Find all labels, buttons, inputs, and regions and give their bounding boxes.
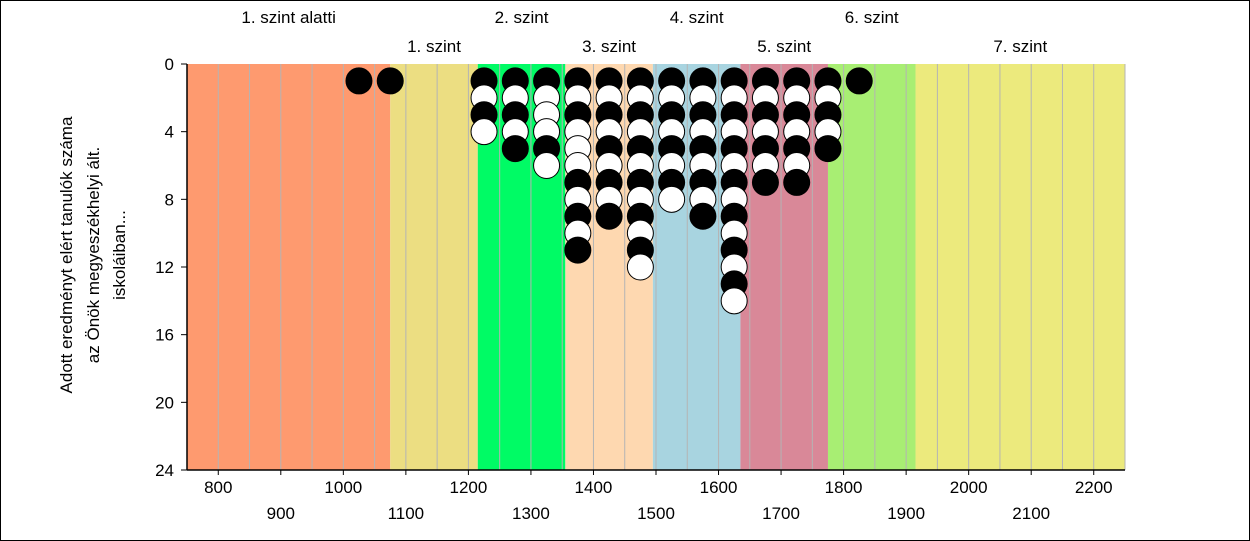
x-tick-label: 1300 bbox=[512, 504, 550, 523]
axes bbox=[181, 63, 1125, 475]
level-label: 2. szint bbox=[495, 8, 549, 27]
x-tick-label: 1800 bbox=[825, 478, 863, 497]
x-tick-label: 900 bbox=[267, 504, 295, 523]
data-dots bbox=[345, 67, 873, 315]
y-axis-title-line: iskoláiban... bbox=[110, 210, 129, 300]
level-band-7 bbox=[827, 64, 916, 470]
y-tick-label: 4 bbox=[165, 123, 174, 142]
text-labels: 0 4 8 12 16 20 24 800 1000 1200 1400 1600 1800 2000 22… bbox=[57, 8, 1113, 523]
student-dot bbox=[501, 135, 529, 163]
student-dot bbox=[751, 168, 779, 196]
level-band-6 bbox=[740, 64, 828, 470]
y-axis-title-line: Adott eredményt elért tanulók száma bbox=[57, 116, 76, 393]
level-label: 1. szint alatti bbox=[241, 8, 336, 27]
student-dot bbox=[720, 287, 748, 315]
y-axis-title-line: az Önök megyeszékhelyi ált. bbox=[84, 147, 103, 363]
level-label: 1. szint bbox=[407, 37, 461, 56]
level-label: 4. szint bbox=[670, 8, 724, 27]
student-dot bbox=[658, 185, 686, 213]
x-tick-label: 1700 bbox=[762, 504, 800, 523]
student-dot bbox=[689, 202, 717, 230]
y-tick-label: 16 bbox=[155, 326, 174, 345]
level-label: 7. szint bbox=[993, 37, 1047, 56]
x-tick-label: 2100 bbox=[1012, 504, 1050, 523]
student-dot bbox=[376, 67, 404, 95]
x-tick-label: 1500 bbox=[637, 504, 675, 523]
x-tick-label: 1900 bbox=[887, 504, 925, 523]
y-tick-label: 24 bbox=[155, 461, 174, 480]
x-tick-label: 1600 bbox=[700, 478, 738, 497]
student-dot bbox=[783, 168, 811, 196]
student-dot bbox=[626, 253, 654, 281]
x-tick-label: 1000 bbox=[324, 478, 362, 497]
student-dot bbox=[564, 236, 592, 264]
student-dot bbox=[814, 135, 842, 163]
x-tick-label: 1200 bbox=[449, 478, 487, 497]
x-tick-label: 2000 bbox=[950, 478, 988, 497]
x-tick-label: 2200 bbox=[1075, 478, 1113, 497]
x-tick-label: 800 bbox=[204, 478, 232, 497]
level-band-8 bbox=[915, 64, 1125, 470]
student-dot bbox=[845, 67, 873, 95]
student-dot bbox=[533, 152, 561, 179]
level-band-2 bbox=[390, 64, 478, 470]
student-dot bbox=[345, 67, 373, 95]
y-tick-label: 20 bbox=[155, 393, 174, 412]
y-tick-label: 0 bbox=[165, 55, 174, 74]
level-band-1 bbox=[187, 64, 391, 470]
student-dot bbox=[470, 118, 498, 146]
x-tick-label: 1400 bbox=[575, 478, 613, 497]
y-tick-label: 12 bbox=[155, 258, 174, 277]
y-tick-label: 8 bbox=[165, 190, 174, 209]
x-tick-label: 1100 bbox=[388, 504, 425, 523]
level-label: 6. szint bbox=[845, 8, 899, 27]
level-label: 3. szint bbox=[582, 37, 636, 56]
student-dot bbox=[595, 202, 623, 230]
level-label: 5. szint bbox=[757, 37, 811, 56]
